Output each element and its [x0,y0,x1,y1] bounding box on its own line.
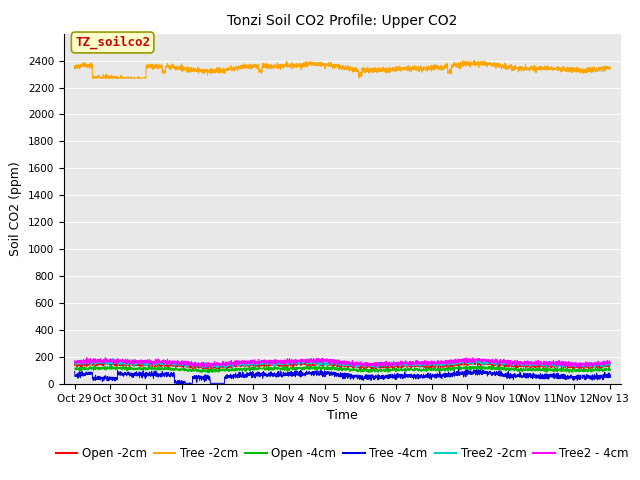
Text: TZ_soilco2: TZ_soilco2 [75,36,150,49]
Tree -4cm [71,369,79,374]
Tree2 - 4cm [276,358,284,364]
Tree -4cm [171,381,179,386]
Tree2 -2cm [109,355,116,361]
Line: Open -4cm: Open -4cm [75,366,610,373]
Open -2cm [606,360,614,366]
Open -4cm [276,367,284,372]
Open -2cm [132,362,140,368]
Tree2 - 4cm [538,361,546,367]
Legend: Open -2cm, Tree -2cm, Open -4cm, Tree -4cm, Tree2 -2cm, Tree2 - 4cm: Open -2cm, Tree -2cm, Open -4cm, Tree -4… [51,443,634,465]
Open -4cm [300,367,307,373]
Tree2 -2cm [538,361,546,367]
Tree2 -2cm [606,363,614,369]
Tree -2cm [276,64,284,70]
Open -4cm [132,365,140,371]
Tree -2cm [606,64,614,70]
Title: Tonzi Soil CO2 Profile: Upper CO2: Tonzi Soil CO2 Profile: Upper CO2 [227,14,458,28]
X-axis label: Time: Time [327,409,358,422]
Tree2 -2cm [596,361,604,367]
Tree -4cm [132,371,140,376]
Tree -4cm [164,373,172,379]
Open -2cm [71,362,79,368]
Tree2 -2cm [300,359,307,364]
Open -4cm [538,366,546,372]
Open -4cm [71,365,79,371]
Tree -2cm [132,75,140,81]
Tree -2cm [300,63,307,69]
Open -2cm [538,364,546,370]
Tree2 -2cm [353,366,361,372]
Tree2 - 4cm [200,365,207,371]
Tree -2cm [470,58,478,63]
Tree -4cm [538,374,546,380]
Tree2 -2cm [276,360,284,366]
Y-axis label: Soil CO2 (ppm): Soil CO2 (ppm) [10,161,22,256]
Line: Tree -2cm: Tree -2cm [75,60,610,78]
Open -2cm [303,357,310,363]
Tree2 -2cm [164,360,172,366]
Tree -4cm [596,375,604,381]
Open -4cm [596,365,604,371]
Open -2cm [357,368,365,373]
Tree -4cm [300,371,307,377]
Line: Open -2cm: Open -2cm [75,360,610,371]
Line: Tree2 - 4cm: Tree2 - 4cm [75,358,610,368]
Open -4cm [164,366,172,372]
Tree -4cm [276,373,284,379]
Open -2cm [300,361,307,367]
Tree -2cm [71,64,79,70]
Open -4cm [106,363,114,369]
Tree2 -2cm [132,361,140,367]
Line: Tree -4cm: Tree -4cm [75,369,610,384]
Tree -2cm [596,65,604,71]
Tree2 - 4cm [606,360,614,366]
Tree2 - 4cm [132,359,140,365]
Open -2cm [596,366,604,372]
Tree2 - 4cm [596,360,604,366]
Tree -4cm [455,366,463,372]
Open -2cm [276,363,284,369]
Open -4cm [204,370,212,376]
Tree2 - 4cm [71,358,79,364]
Line: Tree2 -2cm: Tree2 -2cm [75,358,610,369]
Open -4cm [606,367,614,373]
Tree -2cm [89,75,97,81]
Tree -2cm [164,63,172,69]
Tree2 - 4cm [300,357,307,363]
Tree2 - 4cm [164,360,172,365]
Tree -2cm [538,64,546,70]
Open -2cm [164,363,172,369]
Tree2 -2cm [71,359,79,365]
Tree2 - 4cm [83,355,91,360]
Tree -4cm [606,374,614,380]
